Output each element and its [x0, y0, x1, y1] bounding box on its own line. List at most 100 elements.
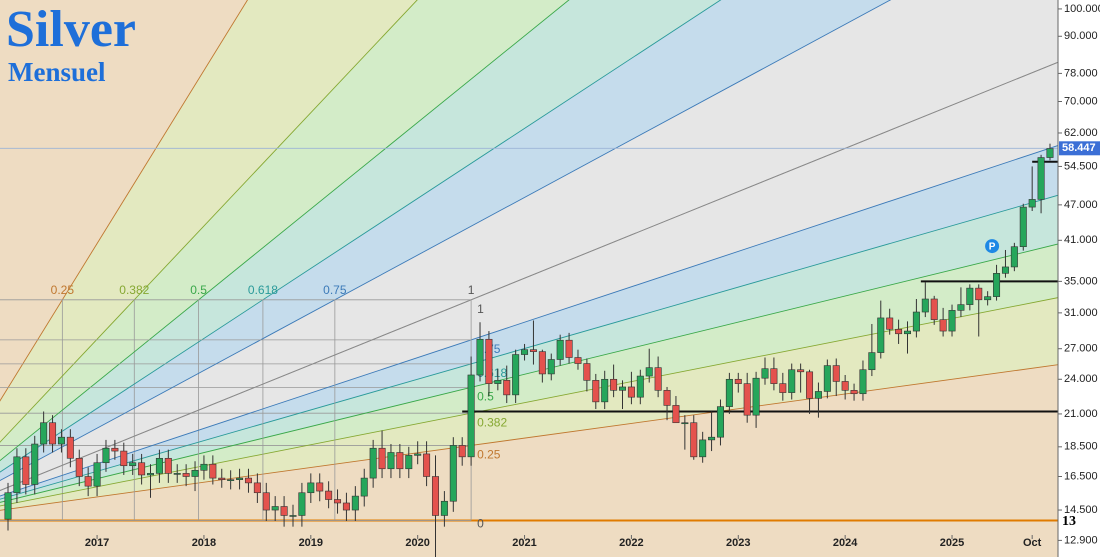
last-price-label: 58.447	[1062, 142, 1096, 154]
candle-body	[930, 298, 938, 320]
candle-body	[565, 339, 573, 358]
candle-body	[378, 447, 386, 470]
fan-band	[0, 0, 1058, 491]
candle-body	[342, 502, 350, 511]
candle-body	[227, 479, 235, 481]
fan-band	[0, 297, 1058, 511]
candle-body	[975, 287, 983, 301]
candle-body	[182, 473, 190, 477]
candle-body	[351, 495, 359, 511]
fan-price-label: 0.382	[477, 415, 507, 429]
candle-body	[271, 506, 279, 511]
candle-body	[129, 462, 137, 467]
fan-price-label: 0	[477, 517, 484, 531]
candle-body	[405, 455, 413, 470]
annotation-marker	[985, 239, 1000, 254]
candle-body	[298, 492, 306, 516]
candle-body	[921, 298, 929, 313]
candle-body	[102, 447, 110, 464]
candle-body	[138, 462, 146, 476]
x-tick-label: Oct	[1023, 537, 1042, 549]
y-tick-label: 16.500	[1064, 470, 1098, 482]
candle-body	[423, 453, 431, 477]
y-tick-label: 78.000	[1064, 67, 1098, 79]
y-tick-label: 47.000	[1064, 199, 1098, 211]
candle-body	[503, 380, 511, 396]
candle-body	[1046, 148, 1054, 158]
candle-body	[49, 422, 57, 445]
axis-background	[1058, 0, 1100, 557]
candle-body	[663, 390, 671, 406]
candle-body	[1037, 157, 1045, 200]
candle-body	[440, 500, 448, 516]
candle-body	[155, 457, 163, 474]
candle-body	[467, 374, 475, 458]
candle-body	[111, 447, 119, 452]
candle-body	[449, 445, 457, 502]
candle-body	[779, 383, 787, 393]
candle-body	[173, 473, 181, 475]
x-tick-label: 2022	[619, 537, 643, 549]
candle-body	[939, 319, 947, 332]
fan-time-label: 0.618	[248, 283, 278, 297]
candle-body	[948, 310, 956, 332]
candle-body	[832, 365, 840, 382]
last-price-box	[1059, 141, 1100, 156]
x-tick-label: 2019	[299, 537, 323, 549]
candle-body	[387, 452, 395, 470]
corner-label: 13	[1062, 514, 1076, 529]
candle-body	[66, 436, 74, 459]
axis-layer: 100.000 90.000 78.000 70.000 62.000 54.500 47.…	[1057, 0, 1100, 557]
candle-body	[547, 359, 555, 375]
y-tick-label: 62.000	[1064, 127, 1098, 139]
fan-band	[0, 0, 1100, 520]
fan-time-label: 0.382	[119, 283, 149, 297]
candle-body	[316, 482, 324, 492]
candle-body	[601, 378, 609, 403]
candle-body	[57, 436, 65, 445]
candle-body	[334, 499, 342, 504]
candle-body	[521, 349, 529, 355]
candle-body	[556, 339, 564, 360]
candle-body	[850, 390, 858, 395]
y-tick-label: 21.000	[1064, 408, 1098, 420]
candle-body	[681, 422, 689, 425]
candle-body	[672, 405, 680, 424]
candle-body	[289, 515, 297, 517]
candle-body	[84, 476, 92, 487]
candle-body	[610, 378, 618, 391]
y-tick-label: 41.000	[1064, 234, 1098, 246]
candle-body	[262, 492, 270, 511]
candle-body	[1010, 246, 1018, 268]
candle-body	[708, 436, 716, 441]
y-tick-label: 100.000	[1064, 3, 1100, 15]
candle-body	[636, 375, 644, 398]
y-tick-label: 70.000	[1064, 95, 1098, 107]
candle-body	[788, 369, 796, 393]
candle-body	[841, 381, 849, 391]
candle-body	[147, 473, 155, 476]
y-tick-label: 12.900	[1064, 534, 1098, 546]
candle-body	[574, 357, 582, 364]
fan-band	[0, 145, 1058, 500]
chart-title: Silver	[6, 1, 136, 58]
x-tick-label: 2018	[192, 537, 216, 549]
fan-price-label: 0.5	[477, 390, 494, 404]
candle-body	[690, 422, 698, 458]
y-tick-label: 18.500	[1064, 441, 1098, 453]
candle-body	[699, 439, 707, 458]
candle-body	[280, 506, 288, 516]
candle-body	[859, 369, 867, 395]
fan-time-label: 1	[468, 283, 475, 297]
annotation-label: P	[989, 242, 996, 253]
candle-body	[485, 338, 493, 384]
candle-body	[993, 273, 1001, 297]
candle-body	[895, 328, 903, 335]
marks-layer: P	[0, 143, 1058, 557]
candle-body	[886, 317, 894, 330]
fan-band	[0, 244, 1058, 506]
candle-body	[743, 383, 751, 416]
candle-body	[716, 406, 724, 438]
x-tick-label: 2023	[726, 537, 750, 549]
